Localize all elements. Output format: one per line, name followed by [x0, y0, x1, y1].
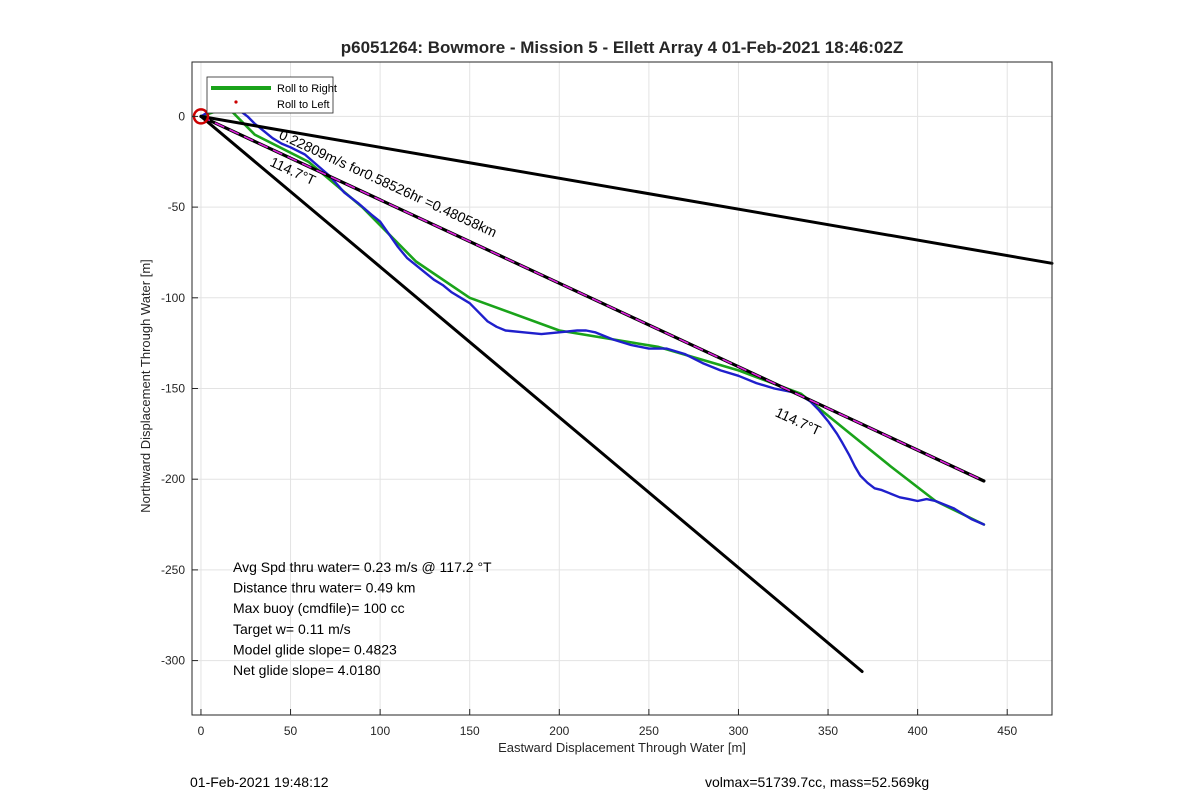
y-tick-label: -300	[161, 654, 185, 668]
grid	[192, 62, 1052, 715]
x-tick-label: 350	[818, 724, 838, 738]
heading-bound-lower-series-line	[199, 114, 864, 673]
legend-label-roll-left: Roll to Left	[277, 99, 330, 111]
footer-timestamp: 01-Feb-2021 19:48:12	[190, 774, 329, 790]
x-tick-label: 300	[728, 724, 748, 738]
stats-text-block: Avg Spd thru water= 0.23 m/s @ 117.2 °T D…	[233, 559, 492, 678]
roll-right-series-line	[199, 106, 986, 526]
legend-swatch-roll-left	[234, 100, 238, 104]
x-tick-label: 250	[639, 724, 659, 738]
stats-line: Net glide slope= 4.0180	[233, 662, 381, 678]
x-tick-label: 50	[284, 724, 298, 738]
legend: Roll to Right Roll to Left	[206, 76, 337, 114]
heading-bound-upper-series-line	[199, 114, 1054, 265]
stats-line: Max buoy (cmdfile)= 100 cc	[233, 600, 405, 616]
legend-box	[206, 76, 334, 114]
x-axis-label: Eastward Displacement Through Water [m]	[498, 740, 746, 755]
stats-line: Target w= 0.11 m/s	[233, 621, 351, 637]
x-tick-label: 100	[370, 724, 390, 738]
footer-vehicle-info: volmax=51739.7cc, mass=52.569kg	[705, 774, 930, 790]
track-series-line	[199, 104, 986, 526]
series-layer	[192, 103, 1054, 673]
ticks: 0 50 100 150 200 250 300 350 400 450 0 -50 -100 -150 -…	[161, 109, 1018, 738]
x-tick-label: 450	[997, 724, 1017, 738]
x-tick-label: 0	[198, 724, 205, 738]
y-tick-label: -100	[161, 291, 185, 305]
plot-area: 0 50 100 150 200 250 300 350 400 450 0 -50 -100 -150 -…	[161, 61, 1054, 738]
x-tick-label: 400	[908, 724, 928, 738]
chart-title: p6051264: Bowmore - Mission 5 - Ellett A…	[341, 38, 904, 57]
legend-label-roll-right: Roll to Right	[277, 83, 337, 95]
y-tick-label: -250	[161, 563, 185, 577]
y-axis-label: Northward Displacement Through Water [m]	[138, 259, 153, 513]
mean-drift-overlay-series-line	[200, 115, 985, 482]
x-tick-label: 200	[549, 724, 569, 738]
x-tick-label: 150	[460, 724, 480, 738]
y-tick-label: 0	[178, 109, 185, 123]
stats-line: Distance thru water= 0.49 km	[233, 580, 415, 596]
stats-line: Model glide slope= 0.4823	[233, 641, 397, 657]
stats-line: Avg Spd thru water= 0.23 m/s @ 117.2 °T	[233, 559, 492, 575]
y-tick-label: -50	[168, 200, 186, 214]
y-tick-label: -150	[161, 382, 185, 396]
y-tick-label: -200	[161, 472, 185, 486]
